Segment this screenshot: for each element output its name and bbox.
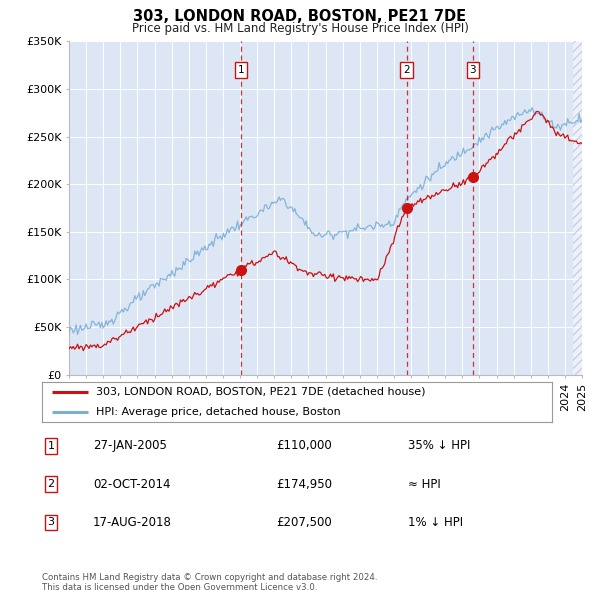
Text: 2: 2 (47, 479, 55, 489)
Text: HPI: Average price, detached house, Boston: HPI: Average price, detached house, Bost… (95, 407, 340, 417)
Text: ≈ HPI: ≈ HPI (408, 477, 441, 491)
Text: 303, LONDON ROAD, BOSTON, PE21 7DE: 303, LONDON ROAD, BOSTON, PE21 7DE (133, 9, 467, 24)
Text: 27-JAN-2005: 27-JAN-2005 (93, 439, 167, 453)
Text: 1: 1 (238, 65, 245, 75)
Text: £110,000: £110,000 (276, 439, 332, 453)
Text: 17-AUG-2018: 17-AUG-2018 (93, 516, 172, 529)
Text: 303, LONDON ROAD, BOSTON, PE21 7DE (detached house): 303, LONDON ROAD, BOSTON, PE21 7DE (deta… (95, 387, 425, 396)
Text: 3: 3 (47, 517, 55, 527)
Text: £207,500: £207,500 (276, 516, 332, 529)
Text: Price paid vs. HM Land Registry's House Price Index (HPI): Price paid vs. HM Land Registry's House … (131, 22, 469, 35)
Bar (574, 41, 582, 375)
Text: 1: 1 (47, 441, 55, 451)
Text: 2: 2 (403, 65, 410, 75)
Text: £174,950: £174,950 (276, 477, 332, 491)
Text: 3: 3 (470, 65, 476, 75)
Text: 35% ↓ HPI: 35% ↓ HPI (408, 439, 470, 453)
Text: This data is licensed under the Open Government Licence v3.0.: This data is licensed under the Open Gov… (42, 583, 317, 590)
Text: 02-OCT-2014: 02-OCT-2014 (93, 477, 170, 491)
Text: Contains HM Land Registry data © Crown copyright and database right 2024.: Contains HM Land Registry data © Crown c… (42, 573, 377, 582)
Text: 1% ↓ HPI: 1% ↓ HPI (408, 516, 463, 529)
